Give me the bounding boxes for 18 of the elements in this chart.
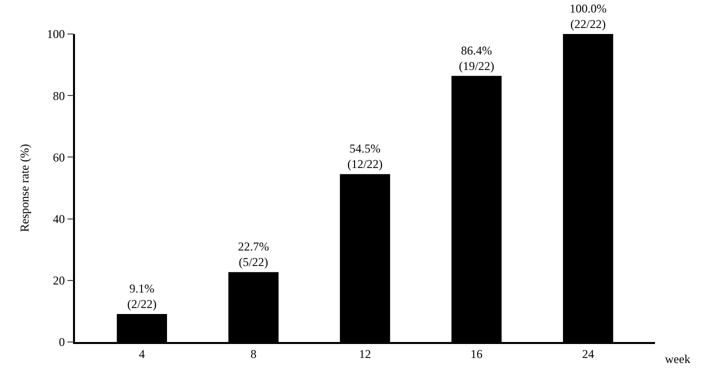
x-tick-label: 16 <box>470 347 483 362</box>
x-tick-label: 24 <box>582 347 594 362</box>
x-tick-label: 12 <box>359 347 371 362</box>
y-tick-label: 60 <box>52 150 65 164</box>
y-axis-title: Response rate (%) <box>18 144 32 232</box>
data-label: 100.0% (22/22) <box>570 1 607 31</box>
y-tick-label: 80 <box>52 88 65 103</box>
x-tick-label: 8 <box>250 347 256 362</box>
y-tick-label: 100 <box>46 27 65 42</box>
x-tick-label: 4 <box>138 347 145 362</box>
y-tick-label: 0 <box>58 335 65 350</box>
data-label: 86.4% (19/22) <box>458 43 494 73</box>
y-tick-label: 20 <box>52 274 65 288</box>
data-label: 9.1% (2/22) <box>127 281 157 311</box>
data-label: 22.7% (5/22) <box>238 239 269 270</box>
x-axis-title: week <box>665 352 690 366</box>
y-tick-label: 40 <box>52 212 65 226</box>
data-label: 54.5% (12/22) <box>347 142 383 172</box>
